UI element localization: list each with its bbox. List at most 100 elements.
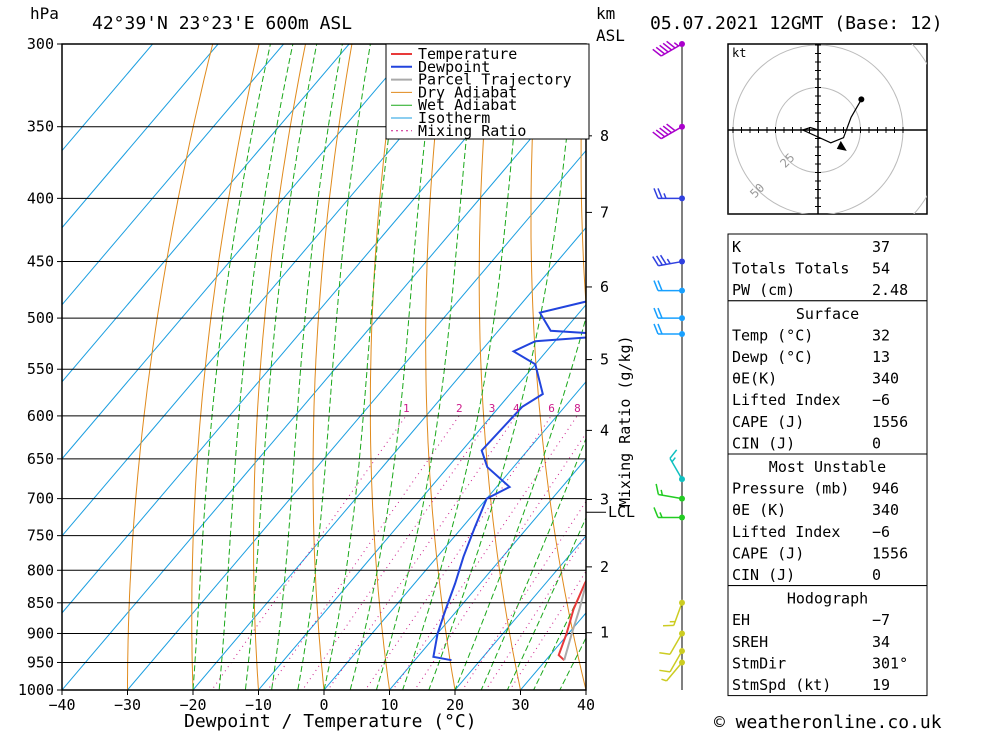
temperature-tick-label: 30 <box>511 696 529 714</box>
most-unstable-label: Lifted Index <box>732 523 840 541</box>
wet-adiabat-line <box>217 0 315 716</box>
surface-label: CAPE (J) <box>732 413 804 431</box>
most-unstable-value: 340 <box>872 501 899 519</box>
pressure-tick-label: 850 <box>27 594 54 612</box>
wind-barb-half-feather <box>667 259 670 264</box>
pressure-unit-label: hPa <box>30 4 59 23</box>
dry-adiabat-line <box>943 0 1000 716</box>
mixing-ratio-tick-label: 1 <box>403 402 410 415</box>
mixing-ratio-tick-label: 2 <box>456 402 463 415</box>
wind-barb-half-feather <box>672 458 675 462</box>
dry-adiabat-line <box>192 0 283 716</box>
height-tick-label: 2 <box>600 558 609 576</box>
most-unstable-label: CAPE (J) <box>732 544 804 562</box>
pressure-tick-label: 300 <box>27 35 54 53</box>
most-unstable-value: 0 <box>872 566 881 584</box>
mixing-ratio-line <box>250 416 459 716</box>
height-tick-label: 7 <box>600 203 609 221</box>
pressure-tick-label: 900 <box>27 624 54 642</box>
lcl-label: LCL <box>608 503 635 521</box>
surface-title: Surface <box>796 305 859 323</box>
wind-barb-half-feather <box>661 679 666 681</box>
indices-value: 2.48 <box>872 281 908 299</box>
wind-barb-feather <box>658 188 662 198</box>
height-tick-label: 1 <box>600 624 609 642</box>
pressure-tick-label: 950 <box>27 653 54 671</box>
mixing-ratio-line <box>193 416 406 716</box>
pressure-tick-label: 700 <box>27 490 54 508</box>
height-tick-label: 8 <box>600 127 609 145</box>
mixing-ratio-line <box>493 416 687 716</box>
datetime-title: 05.07.2021 12GMT (Base: 12) <box>650 13 943 34</box>
isotherm-line <box>40 0 695 716</box>
wind-barb-feather <box>670 450 677 458</box>
wind-barb-feather <box>654 324 658 334</box>
wind-barb-feather <box>656 484 658 495</box>
hodograph-table-label: EH <box>732 611 750 629</box>
surface-label: θE(K) <box>732 370 777 388</box>
surface-value: 340 <box>872 370 899 388</box>
mixing-ratio-line <box>446 416 643 716</box>
wet-adiabat-line <box>293 0 389 716</box>
wind-barbs <box>653 41 685 681</box>
surface-value: 1556 <box>872 413 908 431</box>
indices-label: K <box>732 238 741 256</box>
indices-label: PW (cm) <box>732 281 795 299</box>
indices-value: 54 <box>872 260 890 278</box>
location-title: 42°39'N 23°23'E 600m ASL <box>92 13 352 34</box>
pressure-tick-label: 750 <box>27 527 54 545</box>
wind-barb-feather <box>659 670 670 672</box>
wind-barb-feather <box>658 308 662 318</box>
mixing-ratio-tick-label: 6 <box>548 402 555 415</box>
wind-barb-feather <box>658 281 662 291</box>
surface-label: Lifted Index <box>732 391 840 409</box>
wind-barb-feather <box>654 308 658 318</box>
credit-text: © weatheronline.co.uk <box>714 712 942 733</box>
pressure-tick-label: 400 <box>27 189 54 207</box>
surface-label: Dewp (°C) <box>732 348 813 366</box>
hodograph-table-value: 19 <box>872 676 890 694</box>
mixing-ratio-line <box>397 416 597 716</box>
dry-adiabat-line <box>128 0 239 716</box>
indices-label: Totals Totals <box>732 260 849 278</box>
most-unstable-value: 1556 <box>872 544 908 562</box>
pressure-tick-label: 450 <box>27 253 54 271</box>
pressure-tick-label: 800 <box>27 561 54 579</box>
hodograph-unit: kt <box>732 46 746 60</box>
surface-label: Temp (°C) <box>732 326 813 344</box>
wind-barb-feather <box>654 281 658 291</box>
indices-value: 37 <box>872 238 890 256</box>
mixing-ratio-axis-label: Mixing Ratio (g/kg) <box>616 335 634 507</box>
pressure-tick-label: 650 <box>27 450 54 468</box>
wind-barb-feather <box>654 188 658 198</box>
asl-unit-label: ASL <box>596 26 625 45</box>
most-unstable-value: −6 <box>872 523 890 541</box>
wind-barb-feather <box>659 653 670 655</box>
pressure-axis: 3003504004505005506006507007508008509009… <box>18 35 62 699</box>
mixing-ratio-line <box>469 416 665 716</box>
pressure-tick-label: 550 <box>27 360 54 378</box>
mixing-ratio-tick-label: 3 <box>489 402 496 415</box>
hodograph-table-value: 301° <box>872 654 908 672</box>
pressure-tick-label: 500 <box>27 309 54 327</box>
pressure-tick-label: 350 <box>27 118 54 136</box>
wind-barb-feather <box>658 324 662 334</box>
height-tick-label: 6 <box>600 278 609 296</box>
hodograph-table-value: 34 <box>872 633 890 651</box>
most-unstable-label: θE (K) <box>732 501 786 519</box>
dry-adiabat-line <box>988 0 1000 716</box>
hodograph-table-value: −7 <box>872 611 890 629</box>
mixing-ratio-tick-label: 4 <box>513 402 520 415</box>
surface-value: 13 <box>872 348 890 366</box>
hodograph-table-label: StmDir <box>732 654 786 672</box>
surface-label: CIN (J) <box>732 434 795 452</box>
x-axis-label: Dewpoint / Temperature (°C) <box>184 711 477 732</box>
legend-label-mixing-ratio: Mixing Ratio <box>418 122 526 140</box>
indices-tables: K 37 Totals Totals 54 PW (cm) 2.48 Surface Temp… <box>728 234 927 696</box>
hodograph-end-dot <box>858 96 864 102</box>
most-unstable-title: Most Unstable <box>769 458 886 476</box>
